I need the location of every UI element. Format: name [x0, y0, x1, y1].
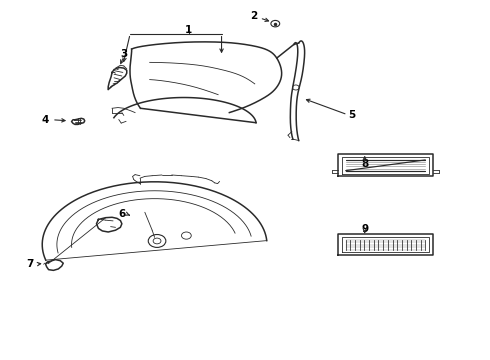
Text: 5: 5 [348, 110, 355, 120]
Text: 6: 6 [118, 209, 125, 219]
Text: 1: 1 [185, 25, 193, 35]
Text: 4: 4 [42, 115, 49, 125]
Text: 7: 7 [26, 259, 34, 269]
Text: 2: 2 [250, 11, 257, 21]
Text: 3: 3 [120, 49, 127, 59]
Text: 8: 8 [361, 158, 368, 168]
Text: 9: 9 [361, 225, 368, 234]
